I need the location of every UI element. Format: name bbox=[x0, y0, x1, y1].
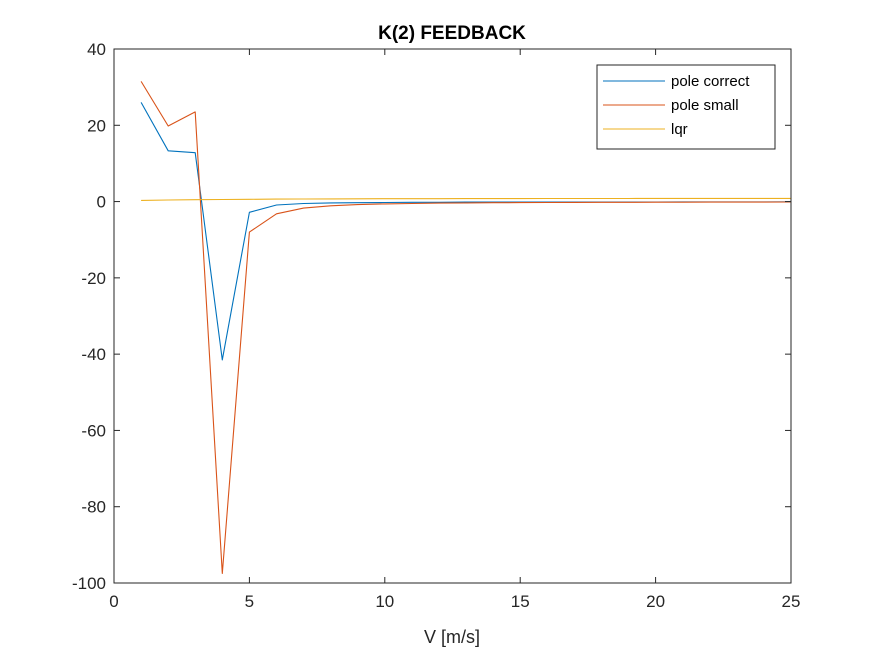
series-line-pole-small bbox=[140, 81, 792, 575]
y-tick-label: -20 bbox=[81, 269, 106, 288]
y-tick-label: 0 bbox=[97, 193, 106, 212]
plot-frame bbox=[113, 48, 792, 584]
y-tick-label: -100 bbox=[72, 574, 106, 593]
x-tick-label: 25 bbox=[782, 592, 801, 611]
x-tick-label: 0 bbox=[109, 592, 118, 611]
x-tick-label: 5 bbox=[245, 592, 254, 611]
legend-box bbox=[596, 64, 776, 150]
x-tick-label: 20 bbox=[646, 592, 665, 611]
x-tick-label: 15 bbox=[511, 592, 530, 611]
y-tick-label: 20 bbox=[87, 116, 106, 135]
y-tick-label: -60 bbox=[81, 421, 106, 440]
y-tick-label: -40 bbox=[81, 345, 106, 364]
legend: pole correct pole small lqr bbox=[596, 64, 776, 150]
x-axis-label: V [m/s] bbox=[424, 627, 480, 647]
x-tick-label: 10 bbox=[375, 592, 394, 611]
legend-label: pole small bbox=[671, 97, 739, 114]
legend-label: lqr bbox=[671, 121, 688, 138]
chart-title: K(2) FEEDBACK bbox=[378, 23, 526, 44]
series-line-lqr bbox=[141, 197, 791, 201]
legend-label: pole correct bbox=[671, 73, 750, 90]
y-tick-label: 40 bbox=[87, 40, 106, 59]
y-tick-label: -80 bbox=[81, 498, 106, 517]
series-layer bbox=[140, 81, 792, 575]
axes-layer: 0 5 10 15 20 25 -100 -80 -60 -40 -20 0 20 40 bbox=[72, 40, 800, 611]
